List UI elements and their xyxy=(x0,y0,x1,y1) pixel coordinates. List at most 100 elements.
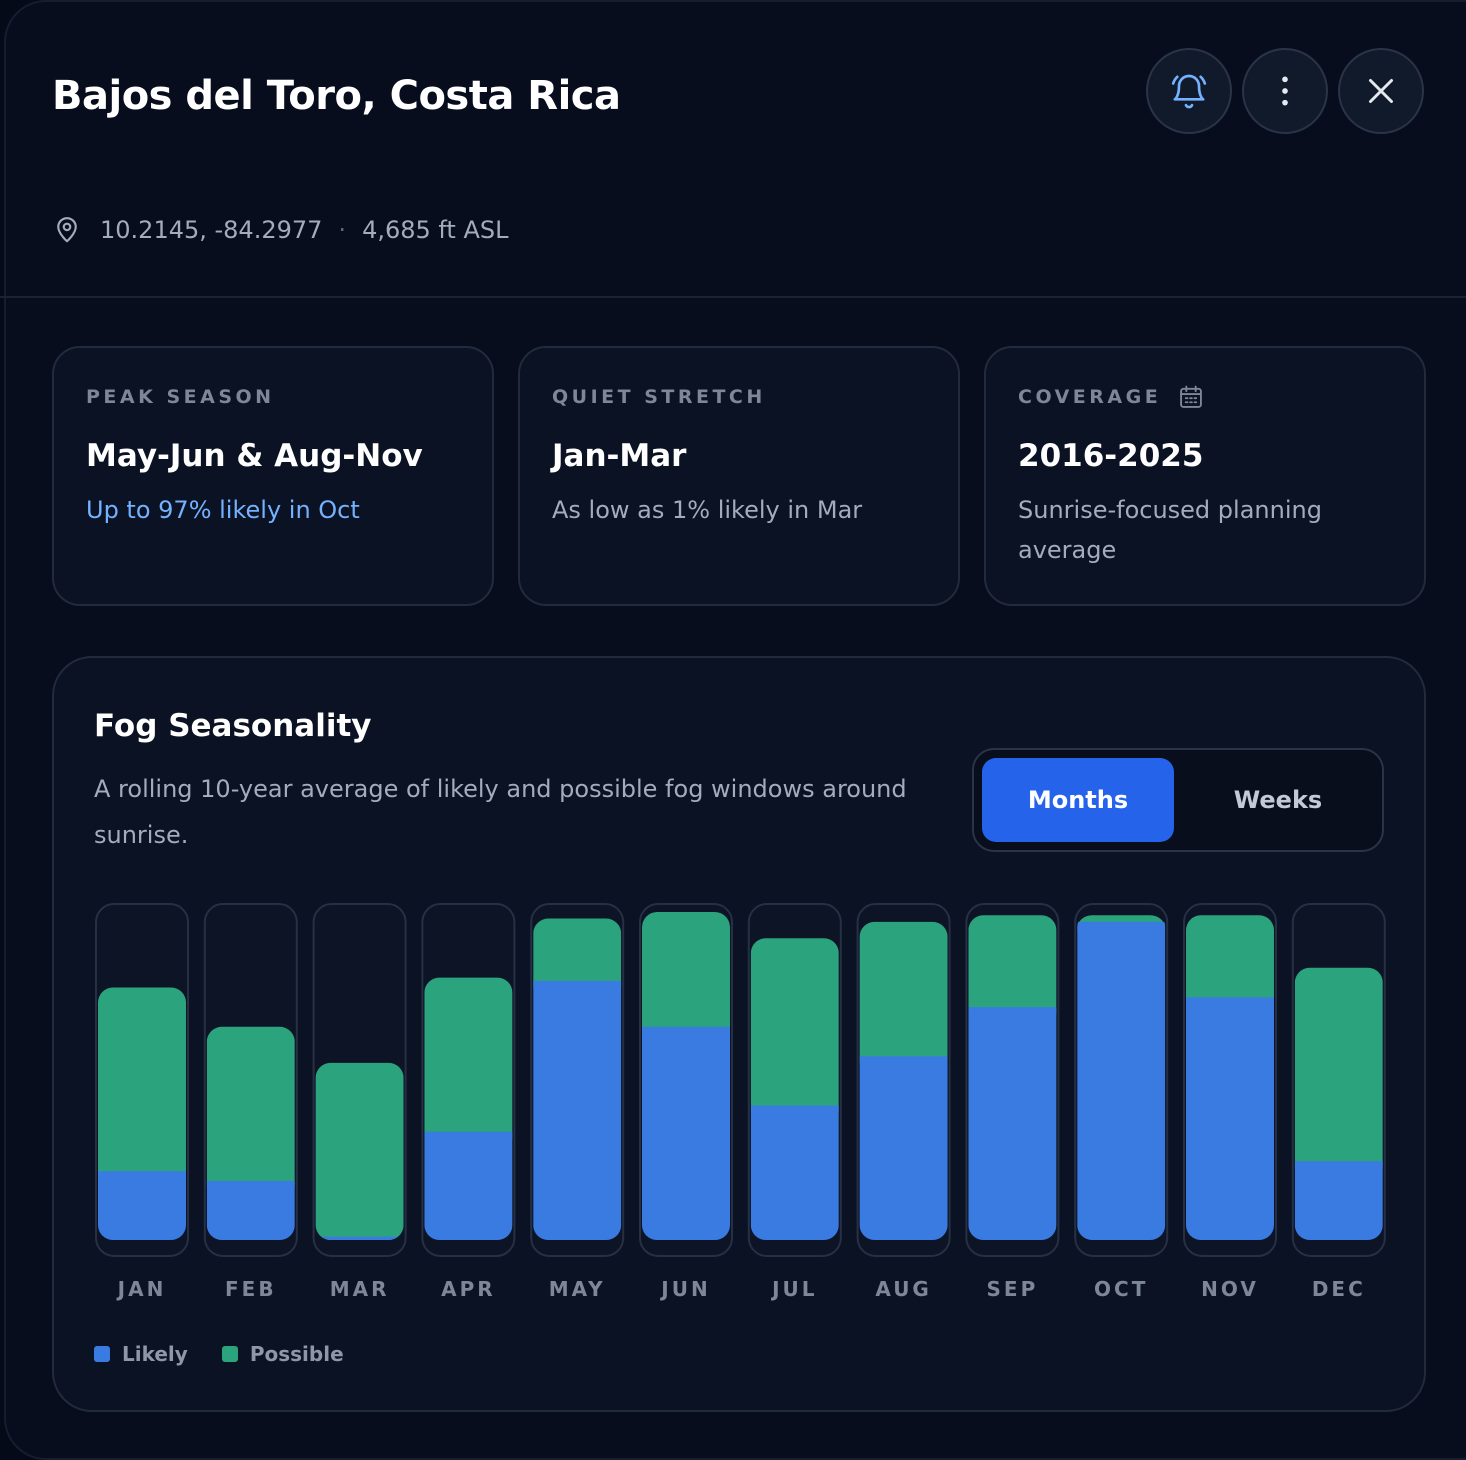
bar-stack xyxy=(859,921,948,1240)
bar-stack xyxy=(1186,915,1274,1240)
bar-possible xyxy=(859,921,948,1077)
bar-group-apr[interactable]: APR xyxy=(421,903,516,1301)
panel-header: Bajos del Toro, Costa Rica xyxy=(0,0,1466,298)
x-tick-label: MAR xyxy=(330,1277,390,1301)
bar-possible xyxy=(750,938,839,1126)
toggle-months[interactable]: Months xyxy=(982,758,1174,842)
bar-group-mar[interactable]: MAR xyxy=(312,903,407,1301)
stat-sub: Sunrise-focused planning average xyxy=(1018,496,1322,564)
bar-likely xyxy=(1294,1161,1383,1240)
bar-possible xyxy=(206,1026,295,1201)
stat-value: May-Jun & Aug-Nov xyxy=(86,438,423,474)
bar-likely xyxy=(642,1026,730,1240)
x-tick-label: JUL xyxy=(770,1277,817,1301)
alert-button[interactable] xyxy=(1146,48,1232,134)
x-tick-label: APR xyxy=(441,1277,496,1301)
stat-value: Jan-Mar xyxy=(552,438,687,474)
close-icon xyxy=(1363,73,1399,109)
bar-likely xyxy=(533,980,622,1240)
bar-stack xyxy=(1077,915,1166,1240)
more-vertical-icon xyxy=(1265,71,1305,111)
chart-legend: Likely Possible xyxy=(94,1338,378,1370)
view-toggle: Months Weeks xyxy=(972,748,1384,852)
bar-stack xyxy=(968,915,1057,1240)
stat-label-row: COVERAGE xyxy=(1018,384,1392,410)
bar-likely xyxy=(859,1056,948,1240)
elevation: 4,685 ft ASL xyxy=(362,216,509,244)
bar-possible xyxy=(1294,967,1383,1182)
bar-likely xyxy=(206,1180,295,1240)
bar-likely xyxy=(1077,921,1166,1240)
calendar-icon xyxy=(1177,383,1205,411)
bar-stack xyxy=(642,912,730,1240)
bar-group-jan[interactable]: JAN xyxy=(95,903,189,1301)
bar-group-sep[interactable]: SEP xyxy=(965,903,1060,1301)
x-tick-label: DEC xyxy=(1312,1277,1366,1301)
bar-likely xyxy=(98,1171,186,1240)
bar-possible xyxy=(1186,915,1274,1018)
bar-group-may[interactable]: MAY xyxy=(530,903,625,1301)
bar-stack xyxy=(206,1026,295,1240)
x-tick-label: AUG xyxy=(875,1277,932,1301)
meta-separator: · xyxy=(338,216,347,244)
bar-possible xyxy=(533,918,622,1001)
chart-description: A rolling 10-year average of likely and … xyxy=(94,775,907,849)
stat-label: QUIET STRETCH xyxy=(552,386,766,408)
stat-label: COVERAGE xyxy=(1018,386,1162,408)
chart-title: Fog Seasonality xyxy=(94,708,372,744)
x-tick-label: OCT xyxy=(1094,1277,1148,1301)
stat-card-peak-season: PEAK SEASON May-Jun & Aug-Nov Up to 97% … xyxy=(52,346,494,606)
bar-possible xyxy=(424,977,513,1152)
bar-possible xyxy=(642,912,730,1047)
fog-seasonality-card: Fog Seasonality A rolling 10-year averag… xyxy=(52,656,1426,1412)
legend-label-possible: Possible xyxy=(249,1342,344,1366)
bar-likely xyxy=(968,1007,1057,1240)
bar-likely xyxy=(424,1131,513,1240)
map-pin-icon xyxy=(52,215,82,245)
location-meta: 10.2145, -84.2977 · 4,685 ft ASL xyxy=(52,208,509,252)
fog-chart: JAN FEB MAR APR MAY JUN JUL AUG SEP OCT NOV DEC xyxy=(95,903,1386,1301)
legend-item-likely: Likely xyxy=(94,1342,188,1366)
coordinates: 10.2145, -84.2977 xyxy=(100,216,323,244)
bar-possible xyxy=(968,915,1057,1028)
stat-card-quiet-stretch: QUIET STRETCH Jan-Mar As low as 1% likel… xyxy=(518,346,960,606)
bar-group-feb[interactable]: FEB xyxy=(203,903,298,1301)
bar-group-oct[interactable]: OCT xyxy=(1074,903,1169,1301)
bar-group-aug[interactable]: AUG xyxy=(856,903,951,1301)
legend-label-likely: Likely xyxy=(122,1342,188,1366)
bar-group-nov[interactable]: NOV xyxy=(1183,903,1277,1301)
bar-stack xyxy=(1294,967,1383,1240)
x-tick-label: MAY xyxy=(549,1277,606,1301)
stat-card-coverage: COVERAGE 2016-2025 Sunrise-focused plann… xyxy=(984,346,1426,606)
x-tick-label: NOV xyxy=(1201,1277,1259,1301)
x-tick-label: FEB xyxy=(225,1277,277,1301)
legend-swatch-possible xyxy=(221,1346,238,1362)
bar-likely xyxy=(750,1105,839,1240)
bar-stack xyxy=(315,1062,404,1240)
x-tick-label: JUN xyxy=(659,1277,710,1301)
bar-stack xyxy=(750,938,839,1240)
bar-possible xyxy=(98,987,186,1192)
page-title: Bajos del Toro, Costa Rica xyxy=(52,73,621,119)
legend-item-possible: Possible xyxy=(221,1342,344,1366)
toggle-weeks[interactable]: Weeks xyxy=(1233,786,1323,814)
bar-stack xyxy=(533,918,622,1240)
stat-label: PEAK SEASON xyxy=(86,386,275,408)
close-button[interactable] xyxy=(1338,48,1424,134)
bar-stack xyxy=(98,987,186,1240)
bar-group-dec[interactable]: DEC xyxy=(1291,903,1386,1301)
x-tick-label: SEP xyxy=(987,1277,1039,1301)
bar-likely xyxy=(1186,997,1274,1240)
stat-sub: Up to 97% likely in Oct xyxy=(86,496,360,524)
bar-group-jul[interactable]: JUL xyxy=(747,903,842,1301)
x-tick-label: JAN xyxy=(116,1277,167,1301)
bar-group-jun[interactable]: JUN xyxy=(639,903,733,1301)
stat-sub: As low as 1% likely in Mar xyxy=(552,496,863,524)
legend-swatch-likely xyxy=(94,1346,110,1362)
bar-stack xyxy=(424,977,513,1240)
bar-possible xyxy=(315,1062,404,1240)
bar-likely xyxy=(315,1236,404,1240)
bell-icon xyxy=(1169,71,1209,111)
more-options-button[interactable] xyxy=(1242,48,1328,134)
stat-value: 2016-2025 xyxy=(1018,438,1204,474)
